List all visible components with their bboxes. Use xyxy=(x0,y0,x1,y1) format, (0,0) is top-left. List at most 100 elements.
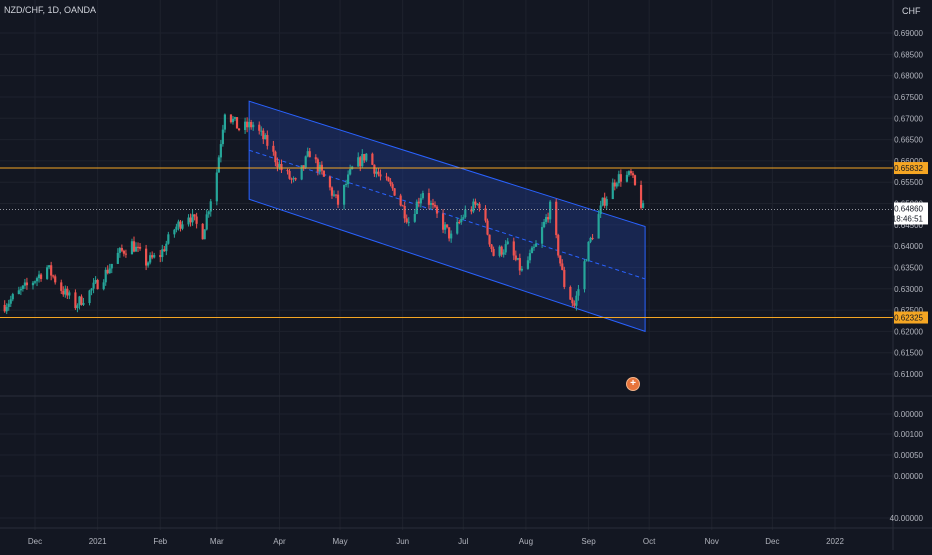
candle-body xyxy=(276,162,279,168)
candle-body xyxy=(361,154,364,167)
candle-body xyxy=(545,217,548,222)
candle-body xyxy=(336,194,340,205)
candle-body xyxy=(35,278,39,282)
candle-body xyxy=(308,151,311,158)
candle-body xyxy=(349,169,352,175)
candle-body xyxy=(547,217,550,220)
candle-body xyxy=(92,282,95,289)
candle-body xyxy=(575,295,578,306)
candle-body xyxy=(151,255,154,258)
candle-body xyxy=(502,252,505,255)
support-price-tag-bg xyxy=(894,311,928,324)
candle-body xyxy=(173,229,176,235)
candle-body xyxy=(373,164,376,174)
price-tick-label: 0.66000 xyxy=(894,157,923,166)
candle-body xyxy=(363,154,366,161)
candle-body xyxy=(124,253,128,255)
candle-body xyxy=(167,234,170,244)
candle-body xyxy=(577,289,580,296)
candle-body xyxy=(444,224,447,230)
currency-label[interactable]: CHF xyxy=(902,6,921,16)
candle-body xyxy=(187,217,190,225)
candle-body xyxy=(76,305,79,309)
candle-body xyxy=(17,290,20,295)
candle-body xyxy=(391,184,394,189)
candle-body xyxy=(215,172,218,202)
candle-body xyxy=(542,221,546,228)
time-tick-label: 2021 xyxy=(89,537,107,546)
price-tick-label: 0.61000 xyxy=(894,370,923,379)
candle-body xyxy=(175,226,178,230)
candle-body xyxy=(134,246,138,252)
candle-body xyxy=(302,165,305,168)
candle-body xyxy=(555,201,558,236)
candle-body xyxy=(401,205,404,207)
candle-body xyxy=(177,221,180,227)
candle-body xyxy=(221,129,224,145)
candle-body xyxy=(393,188,396,196)
candle-body xyxy=(322,170,325,177)
candle-body xyxy=(389,181,392,185)
candle-body xyxy=(48,265,51,268)
price-tick-label: 0.67000 xyxy=(894,114,923,123)
candle-body xyxy=(514,255,517,260)
candle-body xyxy=(415,201,418,215)
candle-body xyxy=(179,221,182,229)
candle-body xyxy=(3,304,6,312)
candle-body xyxy=(478,203,481,209)
candle-body xyxy=(165,243,168,252)
add-alert-plus-icon[interactable]: + xyxy=(626,377,640,391)
candle-body xyxy=(5,306,8,312)
candle-body xyxy=(147,262,150,266)
candle-body xyxy=(78,296,81,306)
candle-body xyxy=(518,258,521,271)
candle-body xyxy=(217,157,220,173)
candle-body xyxy=(516,258,519,260)
price-tick-label: 0.67500 xyxy=(894,93,923,102)
price-tick-label: 0.64500 xyxy=(894,221,923,230)
candle-body xyxy=(189,217,192,223)
price-tick-label: 0.66500 xyxy=(894,136,923,145)
candle-body xyxy=(633,175,637,185)
candle-body xyxy=(96,280,99,290)
candle-body xyxy=(470,209,473,212)
time-tick-label: Feb xyxy=(153,537,167,546)
candle-body xyxy=(504,244,507,253)
candle-body xyxy=(88,290,91,304)
candle-body xyxy=(492,248,495,256)
candle-body xyxy=(464,209,467,218)
time-tick-label: 2022 xyxy=(826,537,844,546)
candle-body xyxy=(629,171,633,174)
indicator-tick-label: 40.00000 xyxy=(890,514,924,523)
candle-body xyxy=(149,255,152,263)
candle-body xyxy=(262,130,265,140)
candle-body xyxy=(80,296,83,305)
candle-body xyxy=(102,282,105,290)
candle-body xyxy=(193,214,196,217)
candle-body xyxy=(246,121,249,128)
candle-body xyxy=(25,282,29,286)
candle-body xyxy=(110,263,113,269)
candle-body xyxy=(345,184,348,186)
candle-body xyxy=(591,237,594,239)
time-tick-label: Dec xyxy=(28,537,42,546)
candle-body xyxy=(108,268,111,274)
candle-body xyxy=(413,214,416,222)
candle-body xyxy=(334,194,338,196)
candle-body xyxy=(403,205,406,219)
candle-body xyxy=(431,203,435,205)
candle-body xyxy=(207,211,210,215)
candle-body xyxy=(563,269,566,287)
candle-body xyxy=(209,201,212,212)
candle-body xyxy=(583,261,586,290)
time-tick-label: Jun xyxy=(396,537,409,546)
candle-body xyxy=(462,217,465,219)
candle-body xyxy=(21,285,24,289)
candle-body xyxy=(54,276,57,283)
time-tick-label: Aug xyxy=(519,537,533,546)
price-tick-label: 0.68000 xyxy=(894,72,923,81)
candle-body xyxy=(82,303,85,305)
candle-body xyxy=(203,229,206,240)
